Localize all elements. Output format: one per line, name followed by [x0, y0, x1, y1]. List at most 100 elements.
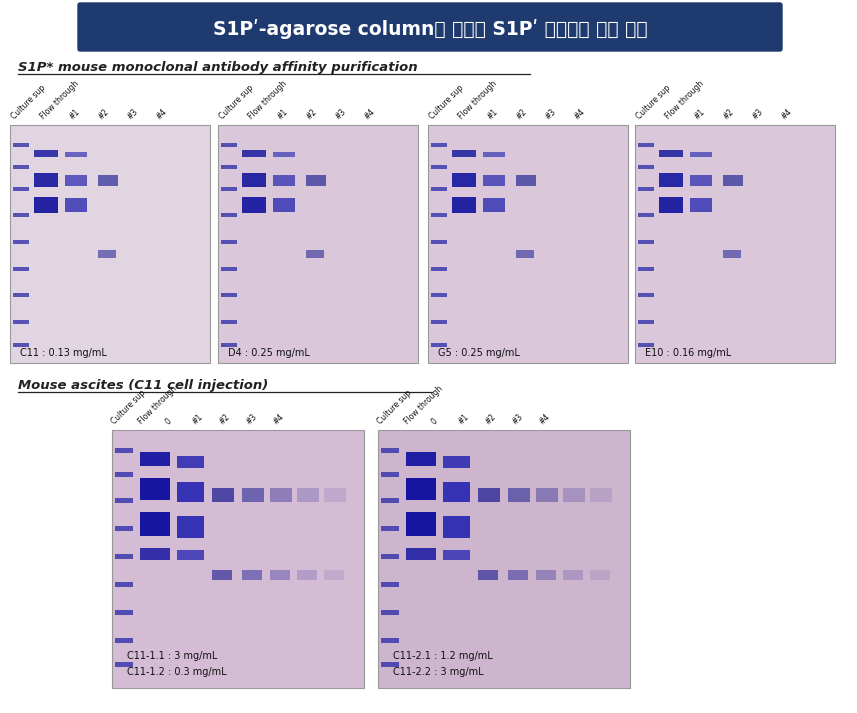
- Bar: [690, 198, 712, 212]
- Text: #4: #4: [572, 107, 587, 121]
- Bar: [381, 526, 399, 531]
- Bar: [221, 293, 237, 297]
- Bar: [115, 610, 133, 615]
- Bar: [140, 512, 170, 536]
- Bar: [34, 150, 58, 157]
- Bar: [452, 150, 476, 157]
- Bar: [381, 582, 399, 587]
- Text: #3: #3: [511, 411, 525, 426]
- Bar: [443, 482, 470, 502]
- Bar: [428, 125, 628, 363]
- Bar: [13, 343, 29, 347]
- Bar: [381, 638, 399, 643]
- FancyBboxPatch shape: [78, 3, 782, 51]
- Bar: [324, 570, 344, 580]
- Bar: [563, 570, 583, 580]
- Bar: [723, 175, 743, 186]
- Text: Flow through: Flow through: [457, 79, 499, 121]
- Bar: [221, 240, 237, 244]
- Text: Flow through: Flow through: [136, 384, 178, 426]
- Bar: [115, 448, 133, 453]
- Bar: [221, 213, 237, 217]
- Text: #3: #3: [751, 107, 765, 121]
- Text: #1: #1: [68, 107, 82, 121]
- Bar: [65, 152, 87, 157]
- Bar: [140, 452, 170, 466]
- Bar: [140, 548, 170, 560]
- Bar: [431, 240, 447, 244]
- Bar: [324, 488, 346, 502]
- Text: #3: #3: [543, 107, 558, 121]
- Bar: [13, 320, 29, 324]
- Bar: [115, 582, 133, 587]
- Bar: [115, 662, 133, 667]
- Bar: [443, 550, 470, 560]
- Bar: [221, 267, 237, 271]
- Bar: [270, 570, 290, 580]
- Bar: [659, 197, 683, 213]
- Bar: [406, 478, 436, 500]
- Bar: [483, 198, 505, 212]
- Bar: [590, 488, 612, 502]
- Bar: [638, 320, 654, 324]
- Text: Culture sup: Culture sup: [218, 83, 255, 121]
- Bar: [13, 240, 29, 244]
- Bar: [443, 516, 470, 538]
- Text: D4 : 0.25 mg/mL: D4 : 0.25 mg/mL: [228, 348, 310, 358]
- Bar: [65, 198, 87, 212]
- Bar: [115, 638, 133, 643]
- Bar: [659, 150, 683, 157]
- Bar: [536, 570, 556, 580]
- Text: Culture sup: Culture sup: [375, 389, 413, 426]
- Bar: [690, 175, 712, 186]
- Text: #4: #4: [154, 107, 169, 121]
- Text: G5 : 0.25 mg/mL: G5 : 0.25 mg/mL: [438, 348, 520, 358]
- Text: #2: #2: [97, 107, 111, 121]
- Bar: [13, 293, 29, 297]
- Bar: [406, 512, 436, 536]
- Text: #1: #1: [692, 107, 707, 121]
- Bar: [723, 250, 741, 258]
- Bar: [516, 175, 536, 186]
- Text: C11-2.2 : 3 mg/mL: C11-2.2 : 3 mg/mL: [393, 667, 483, 677]
- Text: Flow through: Flow through: [403, 384, 445, 426]
- Bar: [297, 570, 317, 580]
- Text: Mouse ascites (C11 cell injection): Mouse ascites (C11 cell injection): [18, 379, 268, 391]
- Bar: [306, 250, 324, 258]
- Bar: [431, 143, 447, 147]
- Bar: [638, 240, 654, 244]
- Bar: [508, 570, 528, 580]
- Bar: [115, 498, 133, 503]
- Bar: [112, 430, 364, 688]
- Bar: [483, 152, 505, 157]
- Text: Culture sup: Culture sup: [635, 83, 672, 121]
- Text: #2: #2: [722, 107, 736, 121]
- Text: E10 : 0.16 mg/mL: E10 : 0.16 mg/mL: [645, 348, 731, 358]
- Text: #1: #1: [457, 412, 470, 426]
- Bar: [13, 213, 29, 217]
- Bar: [478, 570, 498, 580]
- Text: #2: #2: [304, 107, 319, 121]
- Text: C11-2.1 : 1.2 mg/mL: C11-2.1 : 1.2 mg/mL: [393, 651, 493, 661]
- Bar: [452, 173, 476, 187]
- Bar: [536, 488, 558, 502]
- Bar: [431, 343, 447, 347]
- Text: C11 : 0.13 mg/mL: C11 : 0.13 mg/mL: [20, 348, 107, 358]
- Bar: [563, 488, 585, 502]
- Bar: [221, 343, 237, 347]
- Text: #3: #3: [244, 411, 259, 426]
- Text: #4: #4: [363, 107, 377, 121]
- Bar: [516, 250, 534, 258]
- Bar: [242, 150, 266, 157]
- Bar: [98, 250, 116, 258]
- Text: #3: #3: [333, 107, 348, 121]
- Bar: [431, 267, 447, 271]
- Bar: [508, 488, 530, 502]
- Text: #1: #1: [276, 107, 290, 121]
- Bar: [98, 175, 118, 186]
- Bar: [177, 550, 204, 560]
- Bar: [638, 293, 654, 297]
- Bar: [242, 197, 266, 213]
- Bar: [638, 165, 654, 169]
- Bar: [10, 125, 210, 363]
